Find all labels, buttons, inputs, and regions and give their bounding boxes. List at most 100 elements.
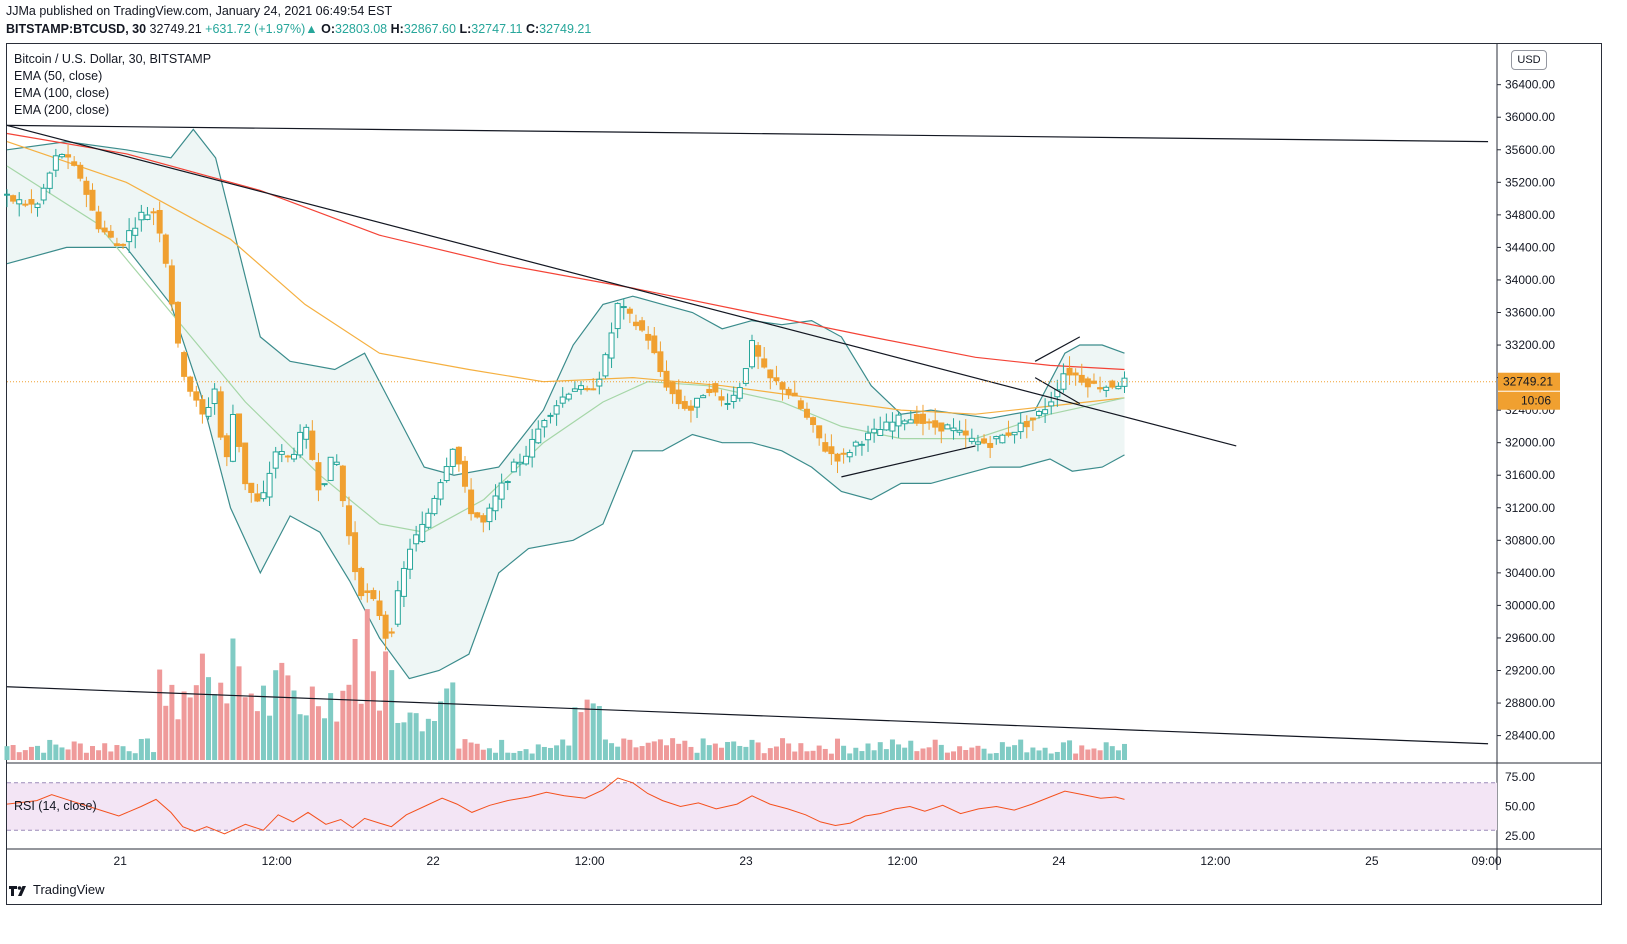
legend-ema100[interactable]: EMA (100, close) [14,86,110,100]
legend-title[interactable]: Bitcoin / U.S. Dollar, 30, BITSTAMP [14,52,212,66]
symbol-label: BITSTAMP:BTCUSD, 30 [6,22,147,36]
volume-bar [560,739,566,760]
volume-bar [224,703,230,760]
candle-body [913,414,920,424]
candle-body [749,340,755,368]
ema50-line [6,165,1125,533]
volume-bar [96,750,102,760]
candle-body [565,393,572,400]
volume-bar [932,739,938,760]
candle-body [254,493,261,502]
volume-bar [578,712,584,760]
candle-body [443,466,450,482]
volume-bar [1122,743,1127,760]
candle-body [339,465,346,502]
candle-body [1103,386,1110,391]
last-price-tag [1498,372,1560,391]
candle-body [181,352,188,377]
volume-bar [883,749,889,760]
candle-body [816,425,823,439]
tradingview-logo-icon [9,885,26,896]
candle-body [602,354,609,377]
volume-bar [144,738,150,760]
candle-body [278,451,285,455]
candle-body [4,193,10,196]
candle-body [926,421,933,424]
candle-body [797,400,804,409]
volume-bar [10,745,16,760]
candle-body [700,395,707,399]
last-price: 32749.21 [149,22,202,36]
volume-bar [315,706,321,760]
close-label: C: [525,22,540,36]
y-tick-label: 30400.00 [1505,566,1555,580]
candle-body [950,427,957,432]
volume-bar [871,750,877,760]
candle-body [95,211,102,230]
candle-body [138,211,145,221]
candle-body [83,180,90,195]
candle-body [773,377,780,382]
candle-body [553,405,560,415]
candle-body [309,430,316,460]
volume-bar [773,746,779,760]
volume-bar [541,746,547,760]
candle-body [901,420,908,425]
candle-body [22,203,29,206]
volume-bar [951,751,957,760]
legend-ema50[interactable]: EMA (50, close) [14,69,103,83]
x-tick-label: 12:00 [262,854,292,868]
currency-button[interactable]: USD [1511,50,1547,70]
legend-ema200[interactable]: EMA (200, close) [14,103,110,117]
candle-body [810,417,817,426]
volume-bar [602,739,608,760]
volume-bar [377,710,382,760]
volume-bar [89,746,95,760]
volume-bar [786,743,792,760]
volume-bar [853,747,859,760]
candle-body [730,394,737,403]
candle-body [65,154,72,158]
volume-bar [761,753,767,760]
volume-bar [1103,742,1109,760]
volume-bar [694,752,700,760]
candle-body [1097,387,1104,390]
volume-bar [1012,745,1018,760]
volume-bar [364,609,370,760]
candle-body [968,437,975,442]
candle-body [1023,421,1030,428]
candle-body [584,388,591,391]
candle-body [639,320,646,331]
volume-bar [297,714,303,760]
volume-bar [804,751,810,760]
volume-bar [346,684,352,760]
candle-body [962,430,969,436]
candle-body [999,434,1006,444]
candle-body [223,435,230,458]
symbol-ohlc-line: BITSTAMP:BTCUSD, 30 32749.21 +631.72 (+1… [6,22,591,36]
volume-bar [322,718,328,760]
volume-bar [218,682,224,760]
volume-bar [590,703,596,760]
volume-bar [1005,746,1011,760]
candle-body [236,413,243,447]
volume-bar [1079,745,1085,760]
x-tick-label: 09:00 [1472,854,1502,868]
candle-body [822,442,829,452]
candle-body [376,600,383,617]
rsi-tick-label: 50.00 [1505,800,1535,814]
x-tick-label: 25 [1365,854,1379,868]
trendline [1034,336,1081,362]
high-value: 32867.60 [403,22,456,36]
candle-body [828,446,835,455]
candle-body [132,227,139,236]
volume-bar [596,706,602,760]
candle-body [370,590,377,600]
volume-bar [688,746,694,760]
legend-rsi[interactable]: RSI (14, close) [14,799,97,813]
footer-brand[interactable]: TradingView [8,882,105,897]
volume-bar [462,739,468,760]
open-value: 32803.08 [335,22,388,36]
volume-bar [938,744,944,760]
